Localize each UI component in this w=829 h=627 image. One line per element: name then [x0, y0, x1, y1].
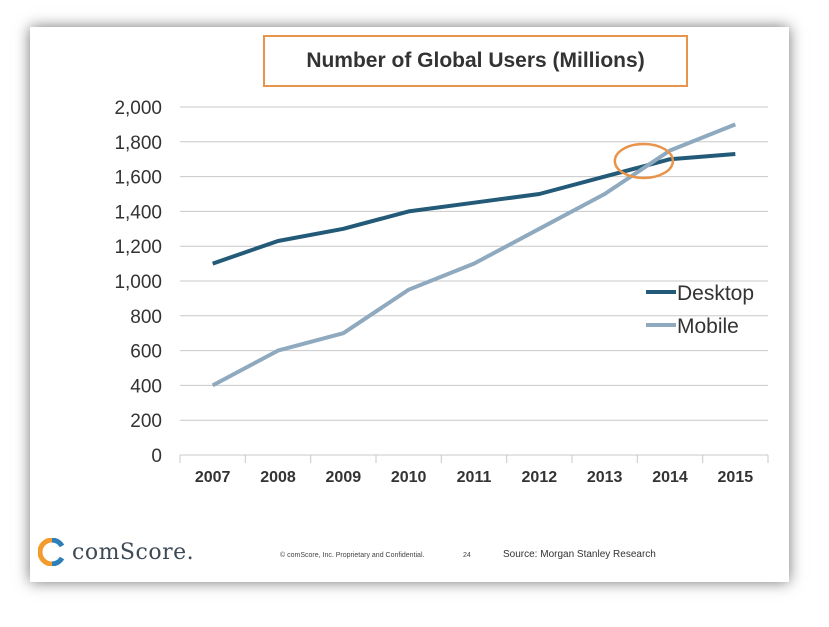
x-tick-label: 2015	[718, 469, 754, 486]
y-tick-label: 2,000	[114, 98, 162, 119]
y-tick-label: 1,800	[114, 133, 162, 154]
comscore-logo-icon	[38, 538, 65, 566]
legend-label-mobile: Mobile	[677, 315, 739, 338]
y-tick-label: 1,200	[114, 237, 162, 258]
confidential-notice: © comScore, Inc. Proprietary and Confide…	[280, 552, 425, 559]
x-tick-label: 2010	[391, 469, 427, 486]
y-tick-label: 1,600	[114, 168, 162, 189]
y-tick-label: 200	[130, 411, 162, 432]
y-tick-label: 0	[151, 446, 162, 467]
y-tick-label: 800	[130, 307, 162, 328]
slide-footer: comScore. © comScore, Inc. Proprietary a…	[30, 532, 789, 572]
x-tick-label: 2011	[457, 469, 492, 486]
crossover-highlight	[613, 142, 675, 180]
x-tick-label: 2013	[587, 469, 623, 486]
x-tick-label: 2012	[522, 469, 558, 486]
source-note: Source: Morgan Stanley Research	[503, 549, 656, 560]
slide: 0 200 400 600 800 1,000 1,200 1,400 1,600 1,800 2,…	[30, 27, 789, 582]
line-chart: 0 200 400 600 800 1,000 1,200 1,400 1,600 1,800 2,…	[114, 98, 769, 486]
series-line-desktop	[212, 151, 736, 266]
comscore-logo: comScore.	[38, 538, 194, 566]
page-number: 24	[463, 552, 471, 559]
y-tick-label: 1,000	[114, 272, 162, 293]
legend-label-desktop: Desktop	[677, 282, 754, 305]
y-tick-label: 400	[130, 376, 162, 397]
series-line-mobile	[211, 122, 737, 388]
x-tick-label: 2008	[260, 469, 296, 486]
y-tick-label: 1,400	[114, 202, 162, 223]
x-tick-label: 2007	[195, 469, 231, 486]
x-tick-label: 2009	[326, 469, 362, 486]
logo-text: comScore.	[72, 539, 195, 565]
y-tick-label: 600	[130, 342, 162, 363]
chart-title: Number of Global Users (Millions)	[263, 35, 688, 87]
x-tick-label: 2014	[652, 469, 688, 486]
